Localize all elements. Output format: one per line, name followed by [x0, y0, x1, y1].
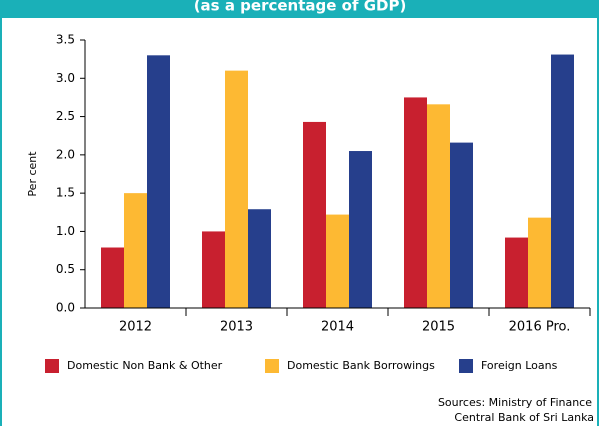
header-band [0, 0, 599, 18]
y-tick-label: 0.5 [56, 262, 75, 276]
x-tick-label: 2016 Pro. [509, 320, 571, 335]
bar [505, 237, 528, 308]
y-tick-label: 3.5 [56, 33, 75, 47]
bar [551, 54, 574, 309]
legend-label: Foreign Loans [481, 359, 558, 372]
chart-subtitle: (as a percentage of GDP) [194, 0, 407, 15]
bar [225, 70, 248, 308]
x-tick-label: 2015 [422, 320, 455, 335]
source-line: Sources: Ministry of Finance [438, 396, 592, 409]
bar [450, 142, 473, 308]
y-tick-label: 2.0 [56, 147, 75, 161]
x-tick-label: 2012 [119, 320, 152, 335]
legend-swatch [45, 359, 59, 373]
bar [101, 247, 124, 308]
y-tick-label: 1.5 [56, 186, 75, 200]
bar [248, 209, 271, 308]
bar [202, 231, 225, 308]
y-tick-label: 0.0 [56, 301, 75, 315]
source-line: Central Bank of Sri Lanka [454, 411, 594, 424]
bar [349, 151, 372, 308]
bar [427, 104, 450, 308]
y-tick-label: 2.5 [56, 109, 75, 123]
legend-label: Domestic Bank Borrowings [287, 359, 435, 372]
bar [528, 217, 551, 308]
y-tick-label: 1.0 [56, 224, 75, 238]
y-tick-label: 3.0 [56, 71, 75, 85]
y-axis-label: Per cent [26, 151, 39, 197]
bar [404, 97, 427, 308]
bar [124, 193, 147, 308]
bar [326, 214, 349, 308]
x-tick-label: 2013 [220, 320, 253, 335]
legend-swatch [265, 359, 279, 373]
legend-label: Domestic Non Bank & Other [67, 359, 223, 372]
bar [303, 121, 326, 308]
x-tick-label: 2014 [321, 320, 354, 335]
bar [147, 55, 170, 308]
legend-swatch [459, 359, 473, 373]
